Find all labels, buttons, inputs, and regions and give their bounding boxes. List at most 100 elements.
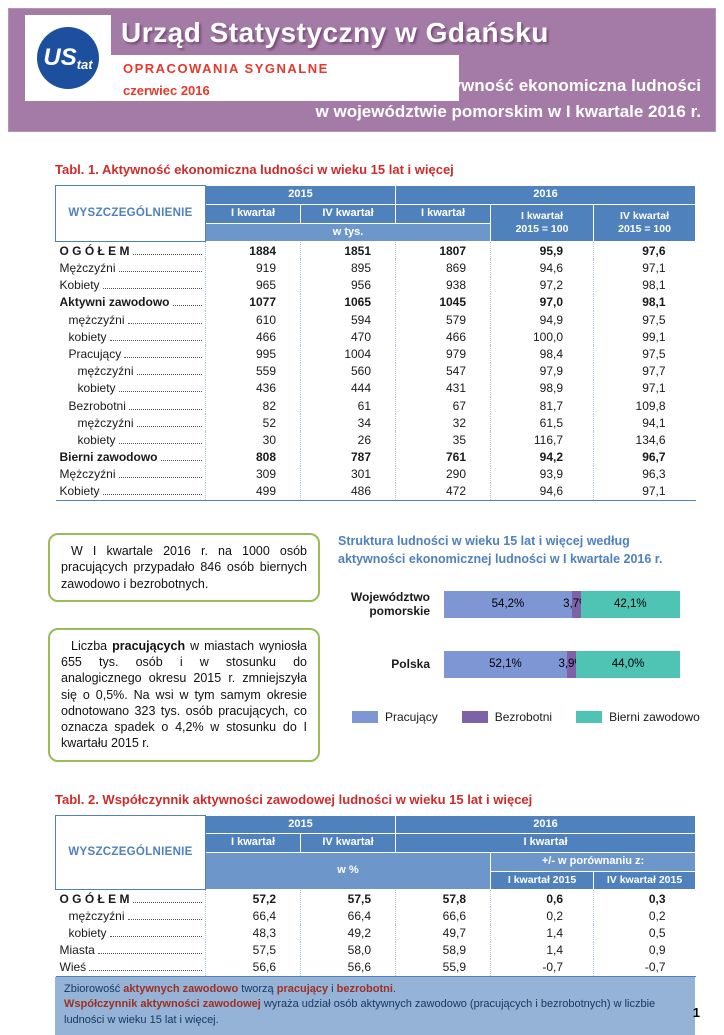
row-label: Pracujący <box>56 345 206 362</box>
table-row: Mężczyźni 309 301 290 93,9 96,3 <box>56 465 696 483</box>
dotted-leader <box>102 494 202 496</box>
row-label: Bezrobotni <box>56 397 206 414</box>
table2-compare-header: +/- w porównaniu z: <box>490 852 697 872</box>
table-cell: 57,8 <box>395 889 491 908</box>
dotted-leader <box>128 408 202 410</box>
table-cell: 0,2 <box>593 907 696 925</box>
dotted-leader <box>127 918 202 920</box>
dotted-leader <box>136 425 202 427</box>
table-cell: 35 <box>395 431 491 449</box>
dotted-leader <box>127 322 202 324</box>
dotted-leader <box>97 953 202 955</box>
legend-label: Bierni zawodowo <box>609 709 700 724</box>
table-cell: 919 <box>205 259 301 277</box>
table-cell: 94,6 <box>490 259 594 277</box>
bar-segment-bezrobotni: 3,9% <box>558 650 585 678</box>
table-cell: -0,7 <box>490 958 594 977</box>
table-cell: 610 <box>205 311 301 329</box>
table-row: kobiety 436 444 431 98,9 97,1 <box>56 379 696 397</box>
dotted-leader <box>118 442 202 444</box>
row-label: kobiety <box>56 431 206 448</box>
table-cell: 97,0 <box>490 293 594 311</box>
table2-body: O G Ó Ł E M 57,2 57,5 57,8 0,6 0,3 mężczyźni 66… <box>56 889 696 977</box>
row-label: mężczyźni <box>56 311 206 328</box>
table-cell: 869 <box>395 259 491 277</box>
table2-col-2015: 2015 <box>204 814 397 835</box>
table-cell: 1851 <box>299 241 396 260</box>
row-label: O G Ó Ł E M <box>56 242 206 260</box>
table-cell: 1,4 <box>490 941 594 959</box>
table-cell: 579 <box>395 311 491 329</box>
table-cell: 56,6 <box>299 958 396 977</box>
table2-col-cmp-q4-2015: IV kwartał 2015 <box>593 870 697 890</box>
bar-segment-label: 42,1% <box>613 598 647 611</box>
legend-item: Bezrobotni <box>461 709 553 724</box>
table-row: O G Ó Ł E M 57,2 57,5 57,8 0,6 0,3 <box>56 889 696 908</box>
table-cell: 57,5 <box>299 889 396 908</box>
table-cell: 965 <box>205 276 301 294</box>
table-cell: 98,9 <box>490 379 594 397</box>
table-cell: 66,6 <box>395 907 491 925</box>
table-cell: 97,9 <box>490 362 594 380</box>
bar-segment-label: 52,1% <box>489 658 522 671</box>
table2-title: Tabl. 2. Współczynnik aktywności zawodow… <box>55 791 533 807</box>
table-cell: 1077 <box>205 293 301 311</box>
dotted-leader <box>102 288 202 290</box>
table-cell: 93,9 <box>490 465 594 483</box>
table2-col-q1-2016: I kwartał <box>395 833 697 854</box>
table-cell: 787 <box>299 448 396 466</box>
table2: WYSZCZEGÓLNIENIE 2015 2016 I kwartał IV … <box>55 814 697 977</box>
table-row: Bierni zawodowo 808 787 761 94,2 96,7 <box>56 448 696 466</box>
table2-col-q4-2015: IV kwartał <box>299 833 397 854</box>
callout-box-2: Liczba pracujących w miastach wyniosła 6… <box>48 627 320 762</box>
table-cell: 95,9 <box>490 241 594 260</box>
logo-box: US tat <box>25 15 111 101</box>
table-cell: 98,1 <box>593 276 696 294</box>
row-label: O G Ó Ł E M <box>56 889 206 907</box>
legend-item: Pracujący <box>352 710 438 724</box>
table-cell: 34 <box>299 414 396 432</box>
table-cell: 1065 <box>299 293 396 311</box>
chart-bar-row: Województwo pomorskie 54,2% 3,7% 42,1% <box>338 590 700 619</box>
logo-text-us: US <box>43 44 77 71</box>
dotted-leader <box>172 305 202 307</box>
table1-body: O G Ó Ł E M 1884 1851 1807 95,9 97,6 Mężczyźni… <box>56 241 696 501</box>
table-row: kobiety 48,3 49,2 49,7 1,4 0,5 <box>56 924 696 942</box>
legend-label: Bezrobotni <box>494 709 553 724</box>
table-cell: 56,6 <box>205 958 301 977</box>
table-cell: 116,7 <box>490 431 594 449</box>
table-cell: 30 <box>205 431 301 449</box>
table-row: Aktywni zawodowo 1077 1065 1045 97,0 98,1 <box>56 293 696 311</box>
date-label: czerwiec 2016 <box>123 83 210 98</box>
table1-header: WYSZCZEGÓLNIENIE 2015 2016 I kwartał IV … <box>55 184 697 243</box>
bar-segment-bierni: 44,0% <box>576 650 680 678</box>
table2-stub-header: WYSZCZEGÓLNIENIE <box>55 814 206 890</box>
table1-title: Tabl. 1. Aktywność ekonomiczna ludności … <box>55 162 454 177</box>
table1-col-q1-2016: I kwartał <box>395 203 492 224</box>
note-line-2: Współczynnik aktywności zawodowej wyraża… <box>64 998 656 1026</box>
table-cell: 301 <box>299 465 396 483</box>
table-cell: 0,3 <box>593 889 696 908</box>
table-cell: 94,1 <box>593 414 696 432</box>
table-cell: 97,1 <box>593 259 696 277</box>
table-cell: 58,9 <box>395 941 491 959</box>
banner-white-panel <box>107 55 459 101</box>
dotted-leader <box>109 935 202 937</box>
row-label: Kobiety <box>56 277 206 294</box>
table-cell: 82 <box>205 396 301 415</box>
row-label: mężczyźni <box>56 414 206 431</box>
table2-header: WYSZCZEGÓLNIENIE 2015 2016 I kwartał IV … <box>55 814 697 890</box>
callout-column: W I kwartale 2016 r. na 1000 osób pracuj… <box>48 533 320 762</box>
table2-col-2016: 2016 <box>395 814 697 835</box>
table-row: mężczyźni 66,4 66,4 66,6 0,2 0,2 <box>56 907 696 925</box>
row-label: mężczyźni <box>56 363 206 380</box>
table-cell: 97,1 <box>593 482 696 501</box>
table-row: O G Ó Ł E M 1884 1851 1807 95,9 97,6 <box>56 241 696 260</box>
table-cell: 309 <box>205 465 301 483</box>
table-cell: 938 <box>395 276 491 294</box>
table-cell: 594 <box>299 311 396 329</box>
table1-col-q4-2015: IV kwartał <box>299 203 397 224</box>
table-cell: 895 <box>299 259 396 277</box>
row-label: Bierni zawodowo <box>56 449 206 466</box>
bar-segment-pracujacy: 52,1% <box>444 650 567 678</box>
